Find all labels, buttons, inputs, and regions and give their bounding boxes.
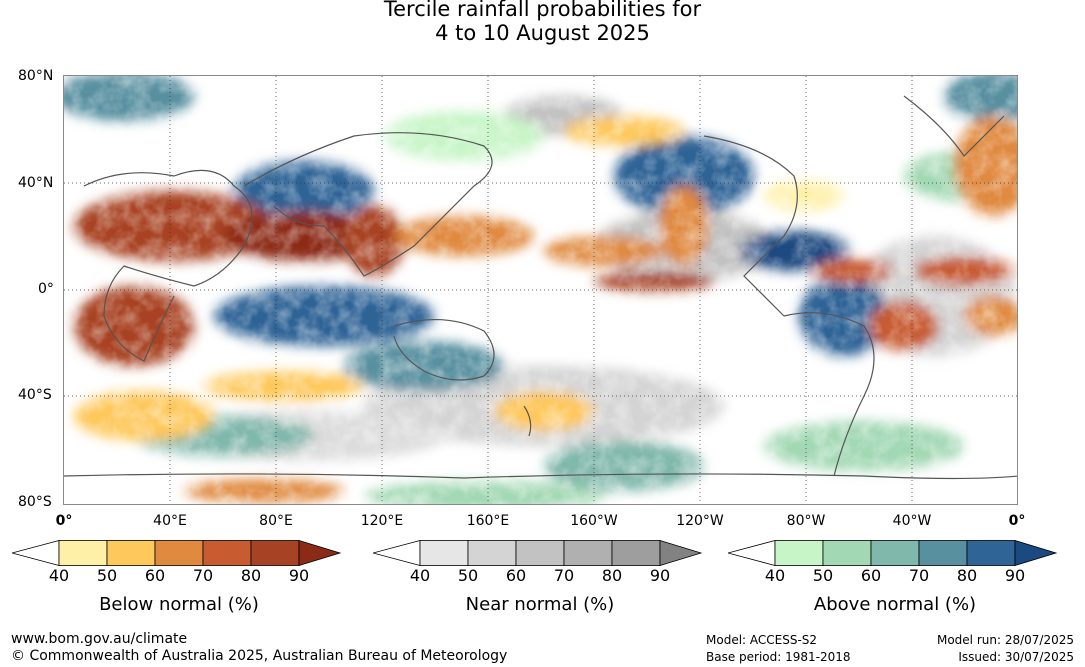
colorbar-high-arrow	[1014, 540, 1058, 566]
colorbar-swatch	[515, 540, 565, 566]
colorbar-swatch	[106, 540, 156, 566]
below-tick: 70	[192, 566, 214, 585]
website-link[interactable]: www.bom.gov.au/climate	[11, 631, 188, 647]
colorbar-swatch	[611, 540, 661, 566]
lon-label-80e: 80°E	[259, 513, 293, 529]
above-tick: 80	[956, 566, 978, 585]
model-run-date: Model run: 28/07/2025	[936, 633, 1074, 647]
colorbar-low-arrow	[373, 540, 421, 566]
colorbar-low-arrow	[728, 540, 776, 566]
colorbar-swatch	[154, 540, 204, 566]
near-tick: 40	[409, 566, 431, 585]
below-tick: 90	[288, 566, 310, 585]
coastlines	[64, 95, 1017, 480]
colorbar-swatch	[870, 540, 920, 566]
base-period: Base period: 1981-2018	[706, 650, 851, 664]
colorbar-swatch	[822, 540, 872, 566]
below-tick: 80	[240, 566, 262, 585]
below-tick: 50	[96, 566, 118, 585]
near-tick: 70	[553, 566, 575, 585]
colorbar-swatch	[419, 540, 469, 566]
lat-label-80n: 80°N	[18, 68, 54, 84]
above-normal-label: Above normal (%)	[813, 594, 977, 615]
lat-label-40s: 40°S	[18, 387, 52, 403]
colorbar-swatch	[250, 540, 300, 566]
lon-label-40e: 40°E	[153, 513, 187, 529]
lon-label-40w: 40°W	[892, 513, 932, 529]
model-name: Model: ACCESS-S2	[706, 633, 818, 647]
lat-label-0: 0°	[38, 281, 54, 297]
colorbar-swatch	[918, 540, 968, 566]
colorbar-swatch	[563, 540, 613, 566]
colorbar-swatch	[774, 540, 824, 566]
above-tick: 50	[812, 566, 834, 585]
map-canvas	[64, 76, 1017, 504]
colorbar-swatch	[58, 540, 108, 566]
near-normal-label: Near normal (%)	[465, 594, 615, 615]
colorbar-low-arrow	[12, 540, 60, 566]
lon-label-160w: 160°W	[570, 513, 618, 529]
near-tick: 60	[505, 566, 527, 585]
lat-label-80s: 80°S	[18, 494, 52, 510]
issued-date: Issued: 30/07/2025	[958, 650, 1074, 664]
colorbar-near-normal-swatches	[373, 540, 703, 566]
near-tick: 80	[601, 566, 623, 585]
colorbar-below-normal-swatches	[12, 540, 342, 566]
above-tick: 40	[764, 566, 786, 585]
near-tick: 90	[649, 566, 671, 585]
colorbar-swatch	[467, 540, 517, 566]
lon-label-160e: 160°E	[466, 513, 510, 529]
above-tick: 70	[908, 566, 930, 585]
colorbar-high-arrow	[298, 540, 342, 566]
copyright-text: © Commonwealth of Australia 2025, Austra…	[11, 648, 508, 664]
near-tick: 50	[457, 566, 479, 585]
colorbar-swatch	[966, 540, 1016, 566]
colorbar-near-normal	[373, 540, 709, 566]
colorbar-below-normal	[12, 540, 348, 566]
colorbar-high-arrow	[659, 540, 703, 566]
below-normal-label: Below normal (%)	[99, 594, 259, 615]
lon-label-120w: 120°W	[676, 513, 724, 529]
colorbar-above-normal-swatches	[728, 540, 1058, 566]
map-title-line1: Tercile rainfall probabilities for	[383, 0, 702, 21]
lat-label-40n: 40°N	[18, 175, 54, 191]
colorbar-swatch	[202, 540, 252, 566]
rainfall-probability-map	[63, 75, 1018, 505]
lon-label-0-east: 0°	[1008, 513, 1026, 529]
lon-label-80w: 80°W	[786, 513, 826, 529]
map-title-line2: 4 to 10 August 2025	[435, 21, 650, 45]
below-tick: 40	[48, 566, 70, 585]
lon-label-120e: 120°E	[360, 513, 404, 529]
colorbar-above-normal	[728, 540, 1064, 566]
below-tick: 60	[144, 566, 166, 585]
above-tick: 60	[860, 566, 882, 585]
lon-label-0-west: 0°	[55, 513, 73, 529]
above-tick: 90	[1004, 566, 1026, 585]
